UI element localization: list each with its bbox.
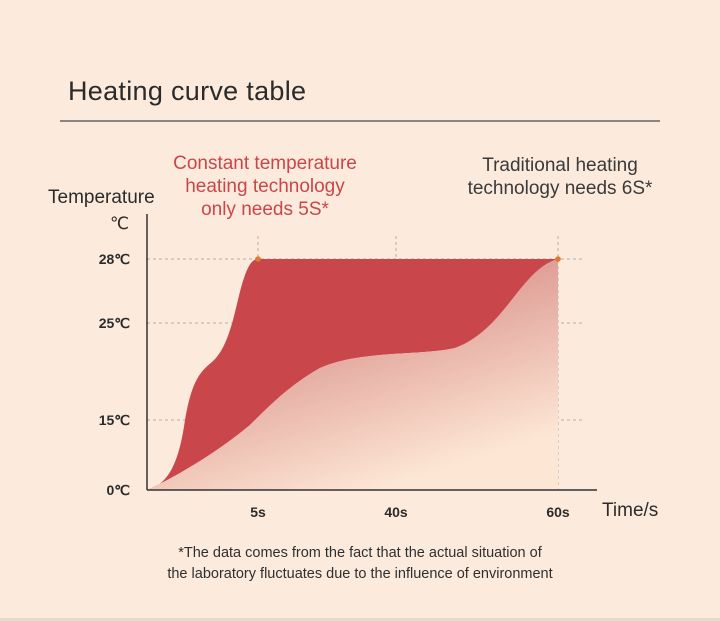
x-tick-label: 60s bbox=[546, 504, 570, 520]
y-tick-label: 15℃ bbox=[99, 412, 131, 428]
annotation-constant-line-2: heating technology bbox=[185, 176, 345, 197]
y-tick-label: 28℃ bbox=[99, 251, 131, 267]
annotation-constant: Constant temperature heating technology … bbox=[150, 152, 380, 221]
annotation-constant-line-1: Constant temperature bbox=[173, 153, 357, 174]
annotation-traditional: Traditional heating technology needs 6S* bbox=[440, 154, 680, 200]
bottom-edge bbox=[0, 618, 720, 621]
annotation-constant-line-3: only needs 5S* bbox=[201, 199, 329, 220]
page-title: Heating curve table bbox=[68, 76, 307, 106]
x-tick-label: 40s bbox=[384, 504, 408, 520]
constant-heating-area bbox=[147, 259, 558, 490]
traditional-heating-area bbox=[147, 259, 558, 490]
end-marker-constant bbox=[255, 256, 261, 262]
footnote-line-2: the laboratory fluctuates due to the inf… bbox=[167, 566, 553, 582]
title-divider bbox=[60, 120, 660, 122]
footnote: *The data comes from the fact that the a… bbox=[120, 543, 600, 585]
y-axis-label: Temperature bbox=[48, 187, 155, 208]
axes bbox=[146, 214, 597, 491]
y-axis-unit: ℃ bbox=[110, 214, 130, 233]
y-tick-label: 0℃ bbox=[106, 482, 130, 498]
footnote-line-1: *The data comes from the fact that the a… bbox=[178, 545, 542, 561]
tick-labels: 0℃ 15℃ 25℃ 28℃ 5s 40s 60s bbox=[99, 251, 570, 520]
annotation-traditional-line-1: Traditional heating bbox=[482, 155, 638, 176]
x-axis-label: Time/s bbox=[602, 500, 659, 521]
annotation-traditional-line-2: technology needs 6S* bbox=[467, 178, 653, 199]
end-marker-traditional bbox=[555, 256, 561, 262]
end-markers bbox=[255, 256, 561, 262]
x-tick-label: 5s bbox=[250, 504, 266, 520]
y-tick-label: 25℃ bbox=[99, 315, 131, 331]
